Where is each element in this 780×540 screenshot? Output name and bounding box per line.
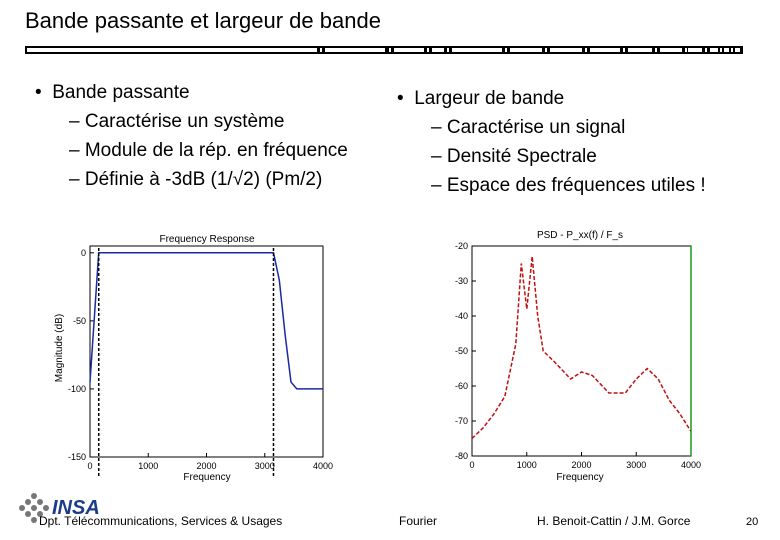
plot-frame [89, 245, 324, 458]
y-tick-label: -100 [68, 384, 86, 394]
y-tick-label: -80 [455, 451, 468, 461]
x-tick-label: 4000 [681, 460, 701, 470]
insa-logo: INSA [19, 493, 100, 523]
left-bullet-block: • Bande passante – Caractérise un systèm… [35, 78, 348, 194]
x-tick-label: 3000 [626, 460, 646, 470]
y-axis-label: Magnitude (dB) [54, 314, 65, 382]
y-tick-label: -60 [455, 381, 468, 391]
footer-course: Fourier [399, 514, 438, 528]
y-tick-label: -20 [455, 241, 468, 251]
sub-bullet: – Densité Spectrale [431, 146, 597, 167]
x-axis-label: Frequency [183, 472, 230, 483]
x-axis-label: Frequency [556, 472, 603, 483]
x-tick-label: 0 [469, 460, 474, 470]
psd-chart: PSD - P_xx(f) / F_s -20 -30 -40 -50 -60 -70 -8… [455, 230, 701, 483]
y-tick-label: -30 [455, 276, 468, 286]
x-tick-label: 1000 [138, 461, 158, 471]
x-tick-label: 2000 [571, 460, 591, 470]
plot-frame [471, 245, 692, 457]
chart-title: PSD - P_xx(f) / F_s [537, 230, 623, 241]
sub-bullet: – Caractérise un système [69, 111, 285, 132]
sub-bullet: – Caractérise un signal [431, 117, 626, 138]
y-tick-label: -50 [73, 316, 86, 326]
series-line [89, 252, 323, 390]
y-tick-label: -70 [455, 416, 468, 426]
chart-title: Frequency Response [159, 234, 254, 245]
x-tick-label: 1000 [517, 460, 537, 470]
y-tick-label: -50 [455, 346, 468, 356]
footer-authors: H. Benoit-Cattin / J.M. Gorce [537, 514, 691, 528]
bullet-heading: • Largeur de bande [397, 88, 565, 109]
frequency-response-chart: Frequency Response 0 -50 -100 -150 0 1000 200… [54, 234, 333, 483]
title-divider [25, 46, 743, 54]
y-tick-label: -40 [455, 311, 468, 321]
y-tick-label: -150 [68, 452, 86, 462]
sub-bullet: – Définie à -3dB (1/√2) (Pm/2) [69, 169, 323, 190]
sub-bullet: – Module de la rép. en fréquence [69, 140, 348, 161]
x-tick-label: 3000 [255, 461, 275, 471]
x-tick-label: 0 [87, 461, 92, 471]
series-line [471, 256, 692, 440]
footer-department: Dpt. Télécommunications, Services & Usag… [39, 514, 283, 528]
x-tick-label: 2000 [196, 461, 216, 471]
y-tick-label: 0 [81, 248, 86, 258]
sub-bullet: – Espace des fréquences utiles ! [431, 175, 706, 196]
right-bullet-block: • Largeur de bande – Caractérise un sign… [397, 84, 706, 200]
x-tick-label: 4000 [313, 461, 333, 471]
svg-text:INSA: INSA [52, 497, 100, 519]
bullet-heading: • Bande passante [35, 82, 190, 103]
footer-page-number: 20 [746, 516, 759, 528]
slide-title: Bande passante et largeur de bande [25, 8, 381, 33]
